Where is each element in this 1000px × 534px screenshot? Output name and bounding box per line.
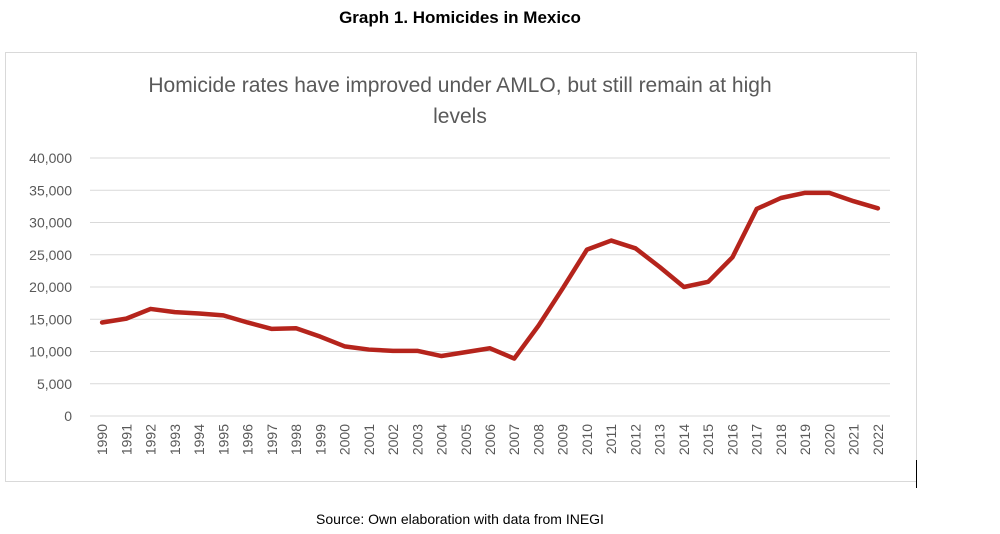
y-tick-label: 35,000	[29, 182, 72, 198]
x-tick-label: 2016	[724, 424, 740, 455]
x-tick-label: 1994	[191, 424, 207, 455]
x-tick-label: 2003	[409, 424, 425, 455]
x-tick-label: 2008	[530, 424, 546, 455]
x-tick-label: 2001	[361, 424, 377, 455]
chart-title-line-1: Homicide rates have improved under AMLO,…	[148, 74, 771, 97]
y-tick-label: 40,000	[29, 150, 72, 166]
x-tick-label: 1997	[264, 424, 280, 455]
x-tick-label: 1995	[215, 424, 231, 455]
y-tick-label: 5,000	[37, 376, 72, 392]
chart-title-line-2: levels	[433, 105, 487, 128]
x-tick-label: 1996	[240, 424, 256, 455]
x-tick-label: 2014	[676, 424, 692, 455]
x-tick-label: 2010	[579, 424, 595, 455]
x-tick-label: 2015	[700, 424, 716, 455]
x-tick-label: 1991	[118, 424, 134, 455]
x-tick-label: 2011	[603, 424, 619, 454]
x-tick-label: 1990	[94, 424, 110, 455]
x-tick-label: 2017	[749, 424, 765, 455]
y-tick-label: 15,000	[29, 311, 72, 327]
figure-title: Graph 1. Homicides in Mexico	[339, 8, 581, 27]
x-tick-label: 2020	[821, 424, 837, 455]
x-tick-label: 2009	[555, 424, 571, 455]
x-tick-label: 2013	[652, 424, 668, 455]
x-tick-label: 2002	[385, 424, 401, 455]
x-tick-label: 2022	[870, 424, 886, 455]
chart-frame	[5, 52, 917, 482]
x-tick-label: 2021	[846, 424, 862, 455]
x-tick-label: 1998	[288, 424, 304, 455]
x-tick-label: 2012	[627, 424, 643, 455]
x-tick-label: 1992	[143, 424, 159, 455]
y-tick-label: 0	[64, 408, 72, 424]
y-tick-label: 25,000	[29, 247, 72, 263]
y-tick-label: 20,000	[29, 279, 72, 295]
y-tick-label: 10,000	[29, 344, 72, 360]
divider-mark	[916, 460, 917, 488]
x-tick-label: 2007	[506, 424, 522, 455]
x-tick-label: 1999	[312, 424, 328, 455]
x-tick-label: 2006	[482, 424, 498, 455]
y-tick-label: 30,000	[29, 215, 72, 231]
x-tick-label: 2004	[434, 424, 450, 455]
x-tick-label: 1993	[167, 424, 183, 455]
x-tick-label: 2005	[458, 424, 474, 455]
x-tick-label: 2000	[337, 424, 353, 455]
source-note: Source: Own elaboration with data from I…	[316, 511, 604, 527]
x-tick-label: 2019	[797, 424, 813, 455]
series-line	[99, 190, 881, 361]
x-tick-label: 2018	[773, 424, 789, 455]
